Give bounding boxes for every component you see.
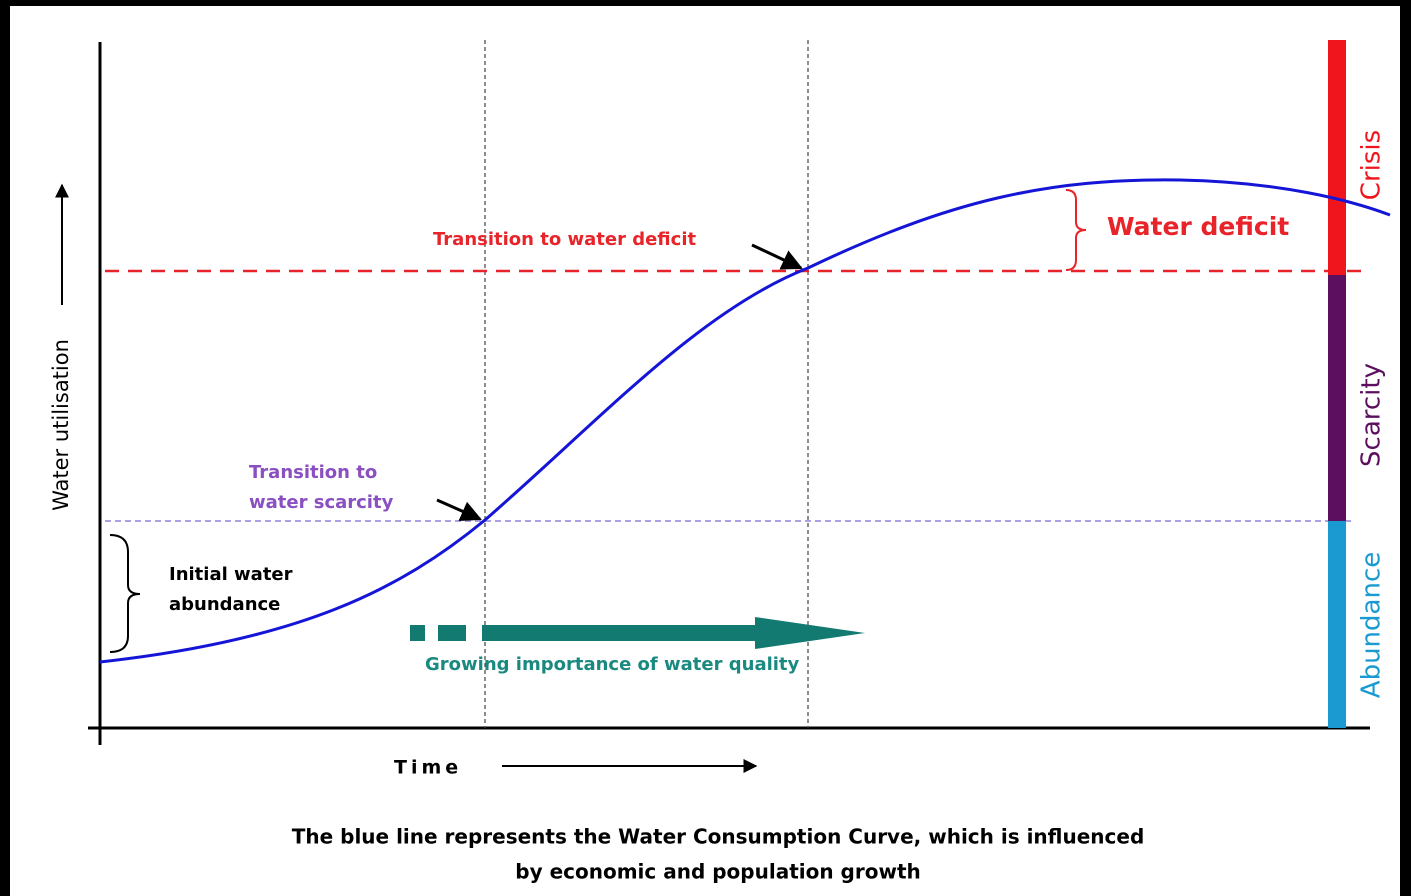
annotation: Growing importance of water quality xyxy=(425,654,800,675)
caption: by economic and population growth xyxy=(515,860,921,884)
quality-arrow xyxy=(482,625,758,641)
abundance-band xyxy=(1328,521,1346,728)
caption: The blue line represents the Water Consu… xyxy=(292,825,1145,849)
brace xyxy=(1065,189,1087,271)
brace xyxy=(109,534,141,653)
x-axis-label: Time xyxy=(394,757,462,779)
annotation: Transition to water deficit xyxy=(433,229,696,250)
band-label: Abundance xyxy=(1357,552,1387,698)
annotation: Initial water xyxy=(169,564,293,585)
background xyxy=(10,6,1400,896)
annotation: Transition to xyxy=(249,462,377,483)
quality-arrow-dash xyxy=(438,625,466,641)
y-axis-label: Water utilisation xyxy=(49,339,73,511)
pointer-arrow xyxy=(436,498,482,521)
annotation: abundance xyxy=(169,594,280,615)
quality-arrow-head xyxy=(755,617,865,649)
band-label: Scarcity xyxy=(1357,363,1387,467)
consumption-curve xyxy=(99,178,1391,664)
annotation: water scarcity xyxy=(249,492,394,513)
pointer-arrow xyxy=(751,243,803,270)
crisis-band xyxy=(1328,40,1346,275)
annotation: Water deficit xyxy=(1107,212,1289,241)
quality-arrow-dash xyxy=(410,625,425,641)
band-label: Crisis xyxy=(1357,130,1387,200)
scarcity-band xyxy=(1328,275,1346,521)
